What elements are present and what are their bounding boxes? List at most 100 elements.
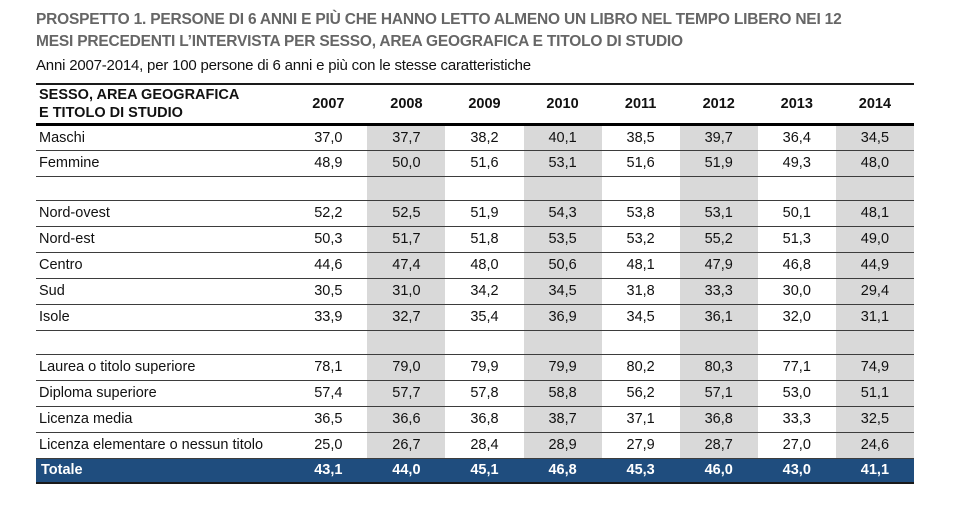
value-cell: 79,9 bbox=[523, 354, 602, 381]
value-cell: 30,5 bbox=[289, 278, 368, 305]
value-cell: 29,4 bbox=[835, 278, 914, 305]
value-cell: 50,1 bbox=[757, 200, 836, 227]
value-cell: 46,8 bbox=[757, 252, 836, 279]
value-cell: 38,2 bbox=[445, 124, 524, 151]
value-cell: 37,0 bbox=[289, 124, 368, 151]
table-row-sesso: Femmine 48,9 50,0 51,6 53,1 51,6 51,9 49,3 48,0 bbox=[36, 150, 914, 177]
value-cell: 51,9 bbox=[679, 150, 758, 177]
spacer-label-cell bbox=[36, 330, 290, 355]
value-cell: 48,0 bbox=[445, 252, 524, 279]
value-cell: 78,1 bbox=[289, 354, 368, 381]
year-column-header: 2013 bbox=[757, 84, 836, 126]
spacer-cell bbox=[757, 176, 836, 201]
value-cell: 28,9 bbox=[523, 432, 602, 459]
table-row-area-geografica: Nord-est 50,3 51,7 51,8 53,5 53,2 55,2 51,3 49,0 bbox=[36, 226, 914, 253]
table-row-titolo-di-studio: Licenza media 36,5 36,6 36,8 38,7 37,1 36,8 33,… bbox=[36, 406, 914, 433]
spacer-cell bbox=[523, 176, 602, 201]
value-cell: 32,5 bbox=[835, 406, 914, 433]
row-header-label-line2: E TITOLO DI STUDIO bbox=[39, 104, 183, 121]
spacer-cell bbox=[367, 330, 446, 355]
value-cell: 36,5 bbox=[289, 406, 368, 433]
total-value-cell: 46,8 bbox=[523, 458, 602, 484]
value-cell: 54,3 bbox=[523, 200, 602, 227]
value-cell: 44,6 bbox=[289, 252, 368, 279]
value-cell: 57,1 bbox=[679, 380, 758, 407]
table-row-area-geografica: Sud 30,5 31,0 34,2 34,5 31,8 33,3 30,0 29,4 bbox=[36, 278, 914, 305]
value-cell: 44,9 bbox=[835, 252, 914, 279]
value-cell: 33,9 bbox=[289, 304, 368, 331]
value-cell: 36,8 bbox=[445, 406, 524, 433]
total-value-cell: 46,0 bbox=[679, 458, 758, 484]
value-cell: 56,2 bbox=[601, 380, 680, 407]
value-cell: 32,7 bbox=[367, 304, 446, 331]
spacer-cell bbox=[835, 176, 914, 201]
spacer-label-cell bbox=[36, 176, 290, 201]
row-label: Laurea o titolo superiore bbox=[36, 354, 290, 381]
page-title-line2: MESI PRECEDENTI L’INTERVISTA PER SESSO, … bbox=[36, 33, 683, 50]
value-cell: 31,8 bbox=[601, 278, 680, 305]
value-cell: 35,4 bbox=[445, 304, 524, 331]
value-cell: 51,7 bbox=[367, 226, 446, 253]
value-cell: 52,5 bbox=[367, 200, 446, 227]
table-row-titolo-di-studio: Licenza elementare o nessun titolo 25,0 26… bbox=[36, 432, 914, 459]
table-row-titolo-di-studio: Diploma superiore 57,4 57,7 57,8 58,8 56,2 57,… bbox=[36, 380, 914, 407]
value-cell: 74,9 bbox=[835, 354, 914, 381]
total-value-cell: 45,1 bbox=[445, 458, 524, 484]
value-cell: 57,4 bbox=[289, 380, 368, 407]
value-cell: 47,4 bbox=[367, 252, 446, 279]
value-cell: 53,2 bbox=[601, 226, 680, 253]
value-cell: 32,0 bbox=[757, 304, 836, 331]
table-row-titolo-di-studio: Laurea o titolo superiore 78,1 79,0 79,9 79,… bbox=[36, 354, 914, 381]
year-column-header: 2012 bbox=[679, 84, 758, 126]
value-cell: 31,1 bbox=[835, 304, 914, 331]
spacer-cell bbox=[445, 330, 524, 355]
row-header-label-line1: SESSO, AREA GEOGRAFICA bbox=[39, 86, 240, 103]
value-cell: 51,3 bbox=[757, 226, 836, 253]
value-cell: 34,5 bbox=[601, 304, 680, 331]
value-cell: 50,0 bbox=[367, 150, 446, 177]
total-label: Totale bbox=[36, 458, 290, 484]
row-label: Nord-ovest bbox=[36, 200, 290, 227]
value-cell: 53,5 bbox=[523, 226, 602, 253]
spacer-cell bbox=[289, 176, 368, 201]
value-cell: 28,7 bbox=[679, 432, 758, 459]
page-subtitle: Anni 2007-2014, per 100 persone di 6 ann… bbox=[36, 57, 531, 74]
spacer-cell bbox=[601, 330, 680, 355]
value-cell: 24,6 bbox=[835, 432, 914, 459]
value-cell: 47,9 bbox=[679, 252, 758, 279]
row-label: Femmine bbox=[36, 150, 290, 177]
value-cell: 30,0 bbox=[757, 278, 836, 305]
row-label: Maschi bbox=[36, 124, 290, 151]
value-cell: 52,2 bbox=[289, 200, 368, 227]
value-cell: 34,5 bbox=[835, 124, 914, 151]
value-cell: 38,5 bbox=[601, 124, 680, 151]
spacer-cell bbox=[679, 176, 758, 201]
value-cell: 49,3 bbox=[757, 150, 836, 177]
value-cell: 48,0 bbox=[835, 150, 914, 177]
table-header-row: SESSO, AREA GEOGRAFICA E TITOLO DI STUDI… bbox=[36, 84, 914, 126]
spacer-cell bbox=[679, 330, 758, 355]
table-body: Maschi 37,0 37,7 38,2 40,1 38,5 39,7 36,4 34,5 Fe… bbox=[36, 124, 914, 484]
value-cell: 51,6 bbox=[445, 150, 524, 177]
row-label: Diploma superiore bbox=[36, 380, 290, 407]
value-cell: 33,3 bbox=[757, 406, 836, 433]
value-cell: 39,7 bbox=[679, 124, 758, 151]
table-row-area-geografica: Nord-ovest 52,2 52,5 51,9 54,3 53,8 53,1 50,1 48… bbox=[36, 200, 914, 227]
year-column-header: 2011 bbox=[601, 84, 680, 126]
value-cell: 37,1 bbox=[601, 406, 680, 433]
value-cell: 51,1 bbox=[835, 380, 914, 407]
page-title-line1: PROSPETTO 1. PERSONE DI 6 ANNI E PIÙ CHE… bbox=[36, 11, 842, 28]
value-cell: 58,8 bbox=[523, 380, 602, 407]
table-row-area-geografica: Isole 33,9 32,7 35,4 36,9 34,5 36,1 32,0 31,1 bbox=[36, 304, 914, 331]
year-column-header: 2014 bbox=[835, 84, 914, 126]
value-cell: 51,9 bbox=[445, 200, 524, 227]
value-cell: 31,0 bbox=[367, 278, 446, 305]
year-column-header: 2008 bbox=[367, 84, 446, 126]
year-column-header: 2010 bbox=[523, 84, 602, 126]
value-cell: 48,1 bbox=[835, 200, 914, 227]
value-cell: 53,1 bbox=[523, 150, 602, 177]
total-value-cell: 45,3 bbox=[601, 458, 680, 484]
page-title: PROSPETTO 1. PERSONE DI 6 ANNI E PIÙ CHE… bbox=[36, 9, 931, 53]
value-cell: 25,0 bbox=[289, 432, 368, 459]
value-cell: 50,6 bbox=[523, 252, 602, 279]
